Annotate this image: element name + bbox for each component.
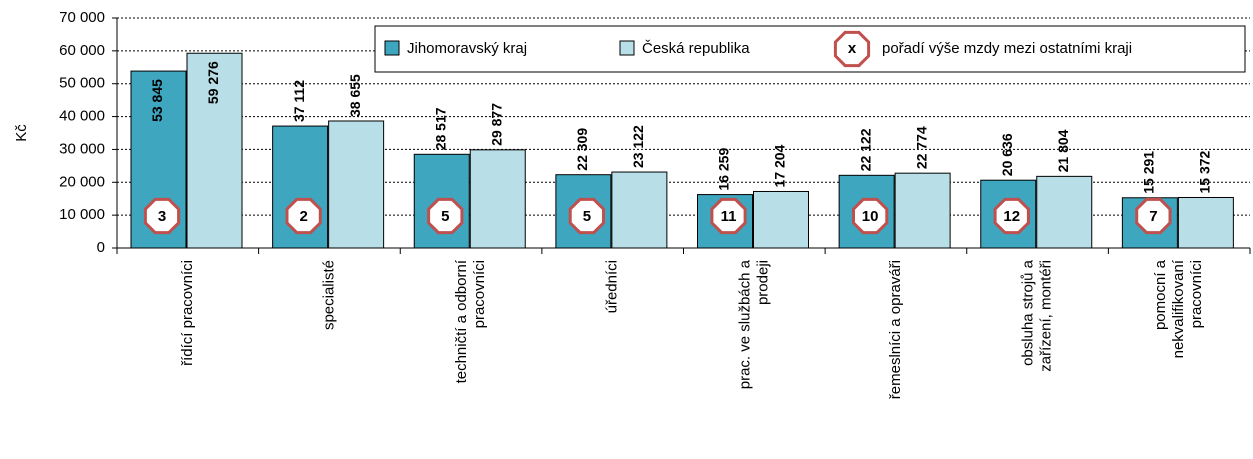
legend-badge [833, 30, 871, 68]
value-label: 28 517 [432, 107, 448, 150]
y-tick-label: 30 000 [59, 140, 105, 157]
y-tick-label: 20 000 [59, 173, 105, 190]
y-tick-label: 50 000 [59, 75, 105, 92]
bar [611, 171, 668, 249]
bar [894, 172, 951, 249]
rank-badge [710, 197, 747, 235]
value-label: 23 122 [630, 125, 646, 168]
value-label: 59 276 [205, 61, 221, 104]
rank-badge [285, 197, 322, 235]
y-tick-label: 40 000 [59, 108, 105, 125]
legend-badge-symbol: x [848, 40, 857, 57]
bar [469, 149, 526, 249]
value-label: 22 774 [913, 126, 929, 169]
rank-label: 11 [721, 208, 737, 225]
value-label: 20 636 [999, 133, 1015, 176]
x-tick-label: techničtí a odbornípracovníci [453, 259, 488, 383]
bar [1177, 196, 1234, 249]
bar [1036, 175, 1093, 249]
rank-label: 12 [1003, 208, 1020, 225]
bar [753, 190, 809, 249]
category-label-group: řídící pracovníci [179, 260, 196, 366]
rank-badge [852, 197, 889, 235]
value-label: 22 309 [574, 128, 590, 171]
y-tick-label: 10 000 [59, 206, 105, 223]
rank-badge [427, 197, 464, 235]
rank-badge [143, 197, 181, 235]
x-tick-label: prac. ve službách aprodeji [736, 259, 771, 389]
x-tick-label: pomocní anekvalifikovanípracovníci [1152, 259, 1205, 358]
rank-label: 10 [862, 208, 879, 225]
rank-label: 2 [299, 208, 307, 225]
category-label-group: řemeslníci a opraváři [887, 260, 904, 399]
bar [186, 52, 243, 249]
legend-label: Jihomoravský kraj [407, 40, 527, 57]
value-label: 53 845 [149, 79, 165, 122]
bar [328, 120, 385, 249]
rank-label: 7 [1149, 208, 1157, 225]
x-tick-label: řídící pracovníci [179, 260, 196, 366]
value-label: 22 122 [857, 128, 873, 171]
y-tick-label: 70 000 [59, 9, 105, 26]
rank-badge [993, 197, 1030, 235]
category-label-group: úředníci [604, 260, 621, 313]
y-axis-label: Kč [13, 124, 30, 142]
rank-badge [568, 197, 605, 235]
category-label-group: specialisté [320, 260, 337, 330]
x-tick-label: obsluha strojů azařízení, montéři [1020, 259, 1055, 371]
rank-label: 5 [441, 208, 449, 225]
category-label-group: techničtí a odbornípracovníci [453, 259, 488, 383]
legend-label: Česká republika [642, 40, 750, 57]
y-tick-label: 60 000 [59, 42, 105, 59]
y-tick-label: 0 [97, 239, 105, 256]
category-label-group: prac. ve službách aprodeji [736, 259, 771, 389]
x-tick-label: specialisté [320, 260, 337, 330]
category-label-group: pomocní anekvalifikovanípracovníci [1152, 259, 1205, 358]
rank-label: 3 [158, 208, 166, 225]
legend-label: pořadí výše mzdy mezi ostatními kraji [882, 40, 1132, 57]
value-label: 29 877 [488, 103, 504, 146]
legend-box [374, 25, 1246, 73]
value-label: 15 372 [1197, 150, 1213, 193]
value-label: 38 655 [347, 74, 363, 117]
x-tick-label: řemeslníci a opraváři [887, 260, 904, 399]
value-label: 15 291 [1141, 151, 1157, 194]
legend-swatch [619, 40, 635, 56]
value-label: 16 259 [716, 148, 732, 191]
legend-swatch [384, 40, 400, 56]
category-label-group: obsluha strojů azařízení, montéři [1020, 259, 1055, 371]
rank-label: 5 [583, 208, 591, 225]
value-label: 37 112 [291, 80, 307, 122]
value-label: 21 804 [1055, 129, 1071, 172]
rank-badge [1135, 197, 1172, 235]
value-label: 17 204 [772, 144, 788, 187]
x-tick-label: úředníci [604, 260, 621, 313]
